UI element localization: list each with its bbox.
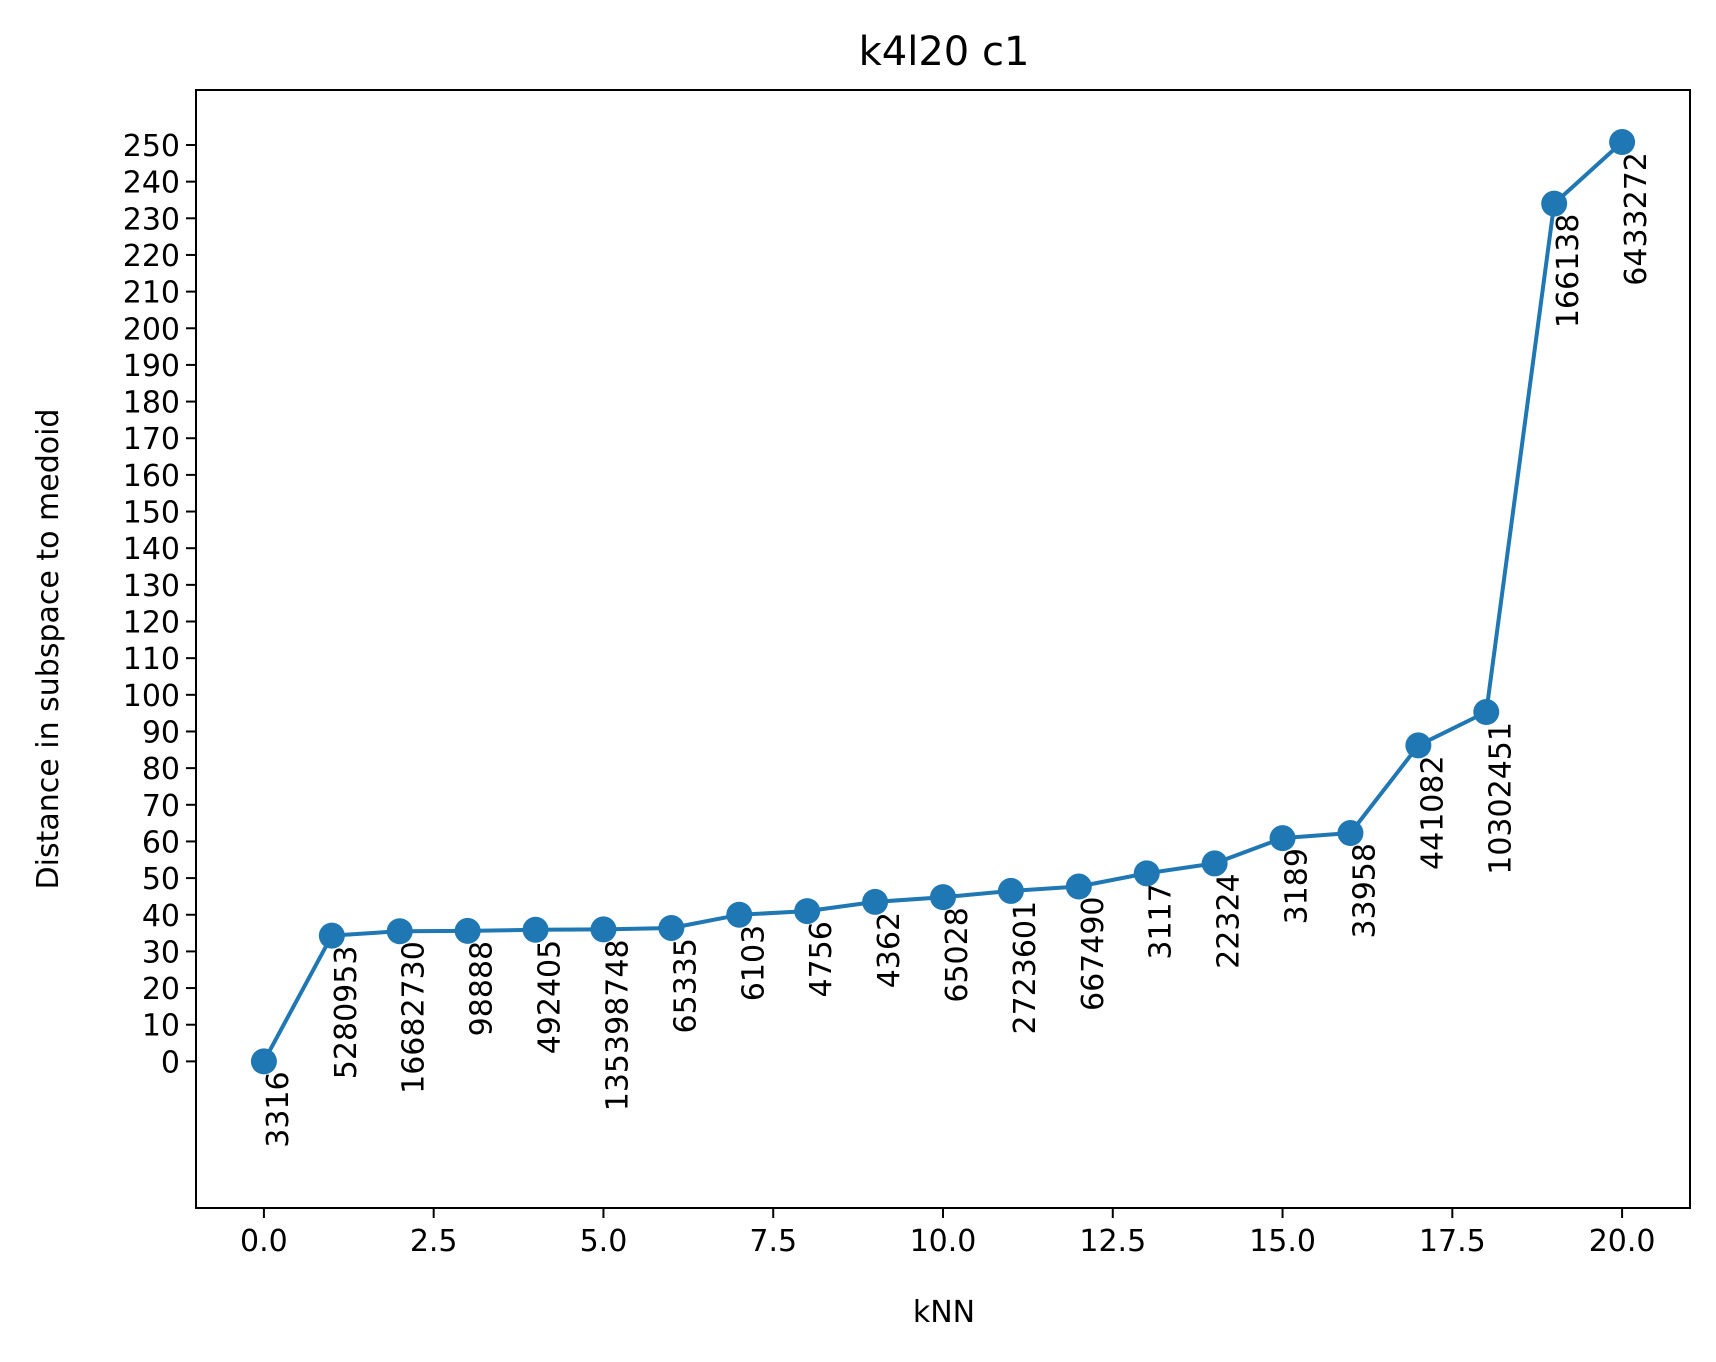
y-axis: 0102030405060708090100110120130140150160… — [123, 129, 196, 1080]
data-point — [1065, 873, 1092, 900]
point-label: 16682730 — [397, 941, 432, 1094]
plot-marks: 3316 5280953 16682730 98888 492405 135398748 6… — [250, 129, 1654, 1148]
data-point — [726, 901, 753, 928]
data-point — [386, 918, 413, 945]
point-label: 667490 — [1076, 896, 1111, 1011]
y-axis-label: Distance in subspace to medoid — [31, 409, 66, 890]
y-tick-label: 220 — [123, 239, 180, 274]
y-tick-label: 40 — [142, 899, 180, 934]
data-point — [1405, 732, 1432, 759]
y-tick-label: 210 — [123, 276, 180, 311]
data-point — [1201, 850, 1228, 877]
y-tick-label: 70 — [142, 789, 180, 824]
x-tick-label: 10.0 — [910, 1224, 977, 1259]
data-point — [1133, 860, 1160, 887]
x-tick-label: 12.5 — [1079, 1224, 1146, 1259]
y-tick-label: 140 — [123, 532, 180, 567]
x-axis-label: kNN — [913, 1295, 975, 1330]
y-tick-label: 130 — [123, 569, 180, 604]
y-tick-label: 250 — [123, 129, 180, 164]
data-point — [1269, 825, 1296, 852]
y-tick-label: 50 — [142, 862, 180, 897]
y-tick-label: 20 — [142, 972, 180, 1007]
data-point — [454, 917, 481, 944]
point-label: 441082 — [1415, 755, 1450, 870]
data-point — [318, 922, 345, 949]
x-tick-label: 0.0 — [240, 1224, 288, 1259]
x-tick-label: 7.5 — [749, 1224, 797, 1259]
y-tick-label: 180 — [123, 386, 180, 421]
point-label: 3189 — [1280, 848, 1315, 924]
data-point — [1541, 190, 1568, 217]
point-label: 22324 — [1212, 873, 1247, 968]
y-tick-label: 0 — [161, 1045, 180, 1080]
chart-title: k4l20 c1 — [859, 29, 1030, 75]
y-tick-label: 200 — [123, 312, 180, 347]
point-label: 5280953 — [329, 946, 364, 1080]
point-label: 492405 — [532, 940, 567, 1055]
x-tick-label: 15.0 — [1249, 1224, 1316, 1259]
x-axis: 0.0 2.5 5.0 7.5 10.0 12.5 15.0 17.5 20.0 — [240, 1208, 1655, 1259]
point-label: 4756 — [804, 921, 839, 997]
data-point — [658, 914, 685, 941]
data-point — [862, 888, 889, 915]
y-tick-label: 110 — [123, 642, 180, 677]
data-point — [794, 898, 821, 925]
data-point — [250, 1048, 277, 1075]
point-label: 166138 — [1551, 214, 1586, 329]
y-tick-label: 10 — [142, 1009, 180, 1044]
y-tick-label: 150 — [123, 496, 180, 531]
x-tick-label: 17.5 — [1419, 1224, 1486, 1259]
point-label: 4362 — [872, 912, 907, 988]
point-label: 6433272 — [1619, 152, 1654, 286]
y-tick-label: 170 — [123, 422, 180, 457]
data-point — [1473, 699, 1500, 726]
data-point — [997, 877, 1024, 904]
data-point — [1609, 129, 1636, 156]
data-point — [522, 916, 549, 943]
point-label: 33958 — [1348, 843, 1383, 938]
y-tick-label: 160 — [123, 459, 180, 494]
y-tick-label: 240 — [123, 166, 180, 201]
y-tick-label: 60 — [142, 825, 180, 860]
point-label: 65335 — [668, 938, 703, 1033]
point-label: 6103 — [736, 925, 771, 1001]
point-label: 135398748 — [601, 939, 636, 1111]
x-tick-label: 20.0 — [1589, 1224, 1656, 1259]
y-tick-label: 120 — [123, 606, 180, 641]
point-label: 3117 — [1144, 883, 1179, 959]
data-point — [590, 916, 617, 943]
y-tick-label: 90 — [142, 715, 180, 750]
data-point — [930, 884, 956, 911]
x-tick-label: 5.0 — [580, 1224, 628, 1259]
y-tick-label: 190 — [123, 349, 180, 384]
y-tick-label: 230 — [123, 202, 180, 237]
point-label: 2723601 — [1008, 901, 1043, 1035]
y-tick-label: 30 — [142, 935, 180, 970]
y-tick-label: 100 — [123, 679, 180, 714]
point-label: 10302451 — [1483, 722, 1518, 875]
x-tick-label: 2.5 — [410, 1224, 458, 1259]
point-label: 3316 — [261, 1071, 296, 1147]
point-label: 65028 — [940, 907, 975, 1002]
y-tick-label: 80 — [142, 752, 180, 787]
data-point — [1337, 820, 1364, 847]
point-label: 98888 — [465, 941, 500, 1036]
